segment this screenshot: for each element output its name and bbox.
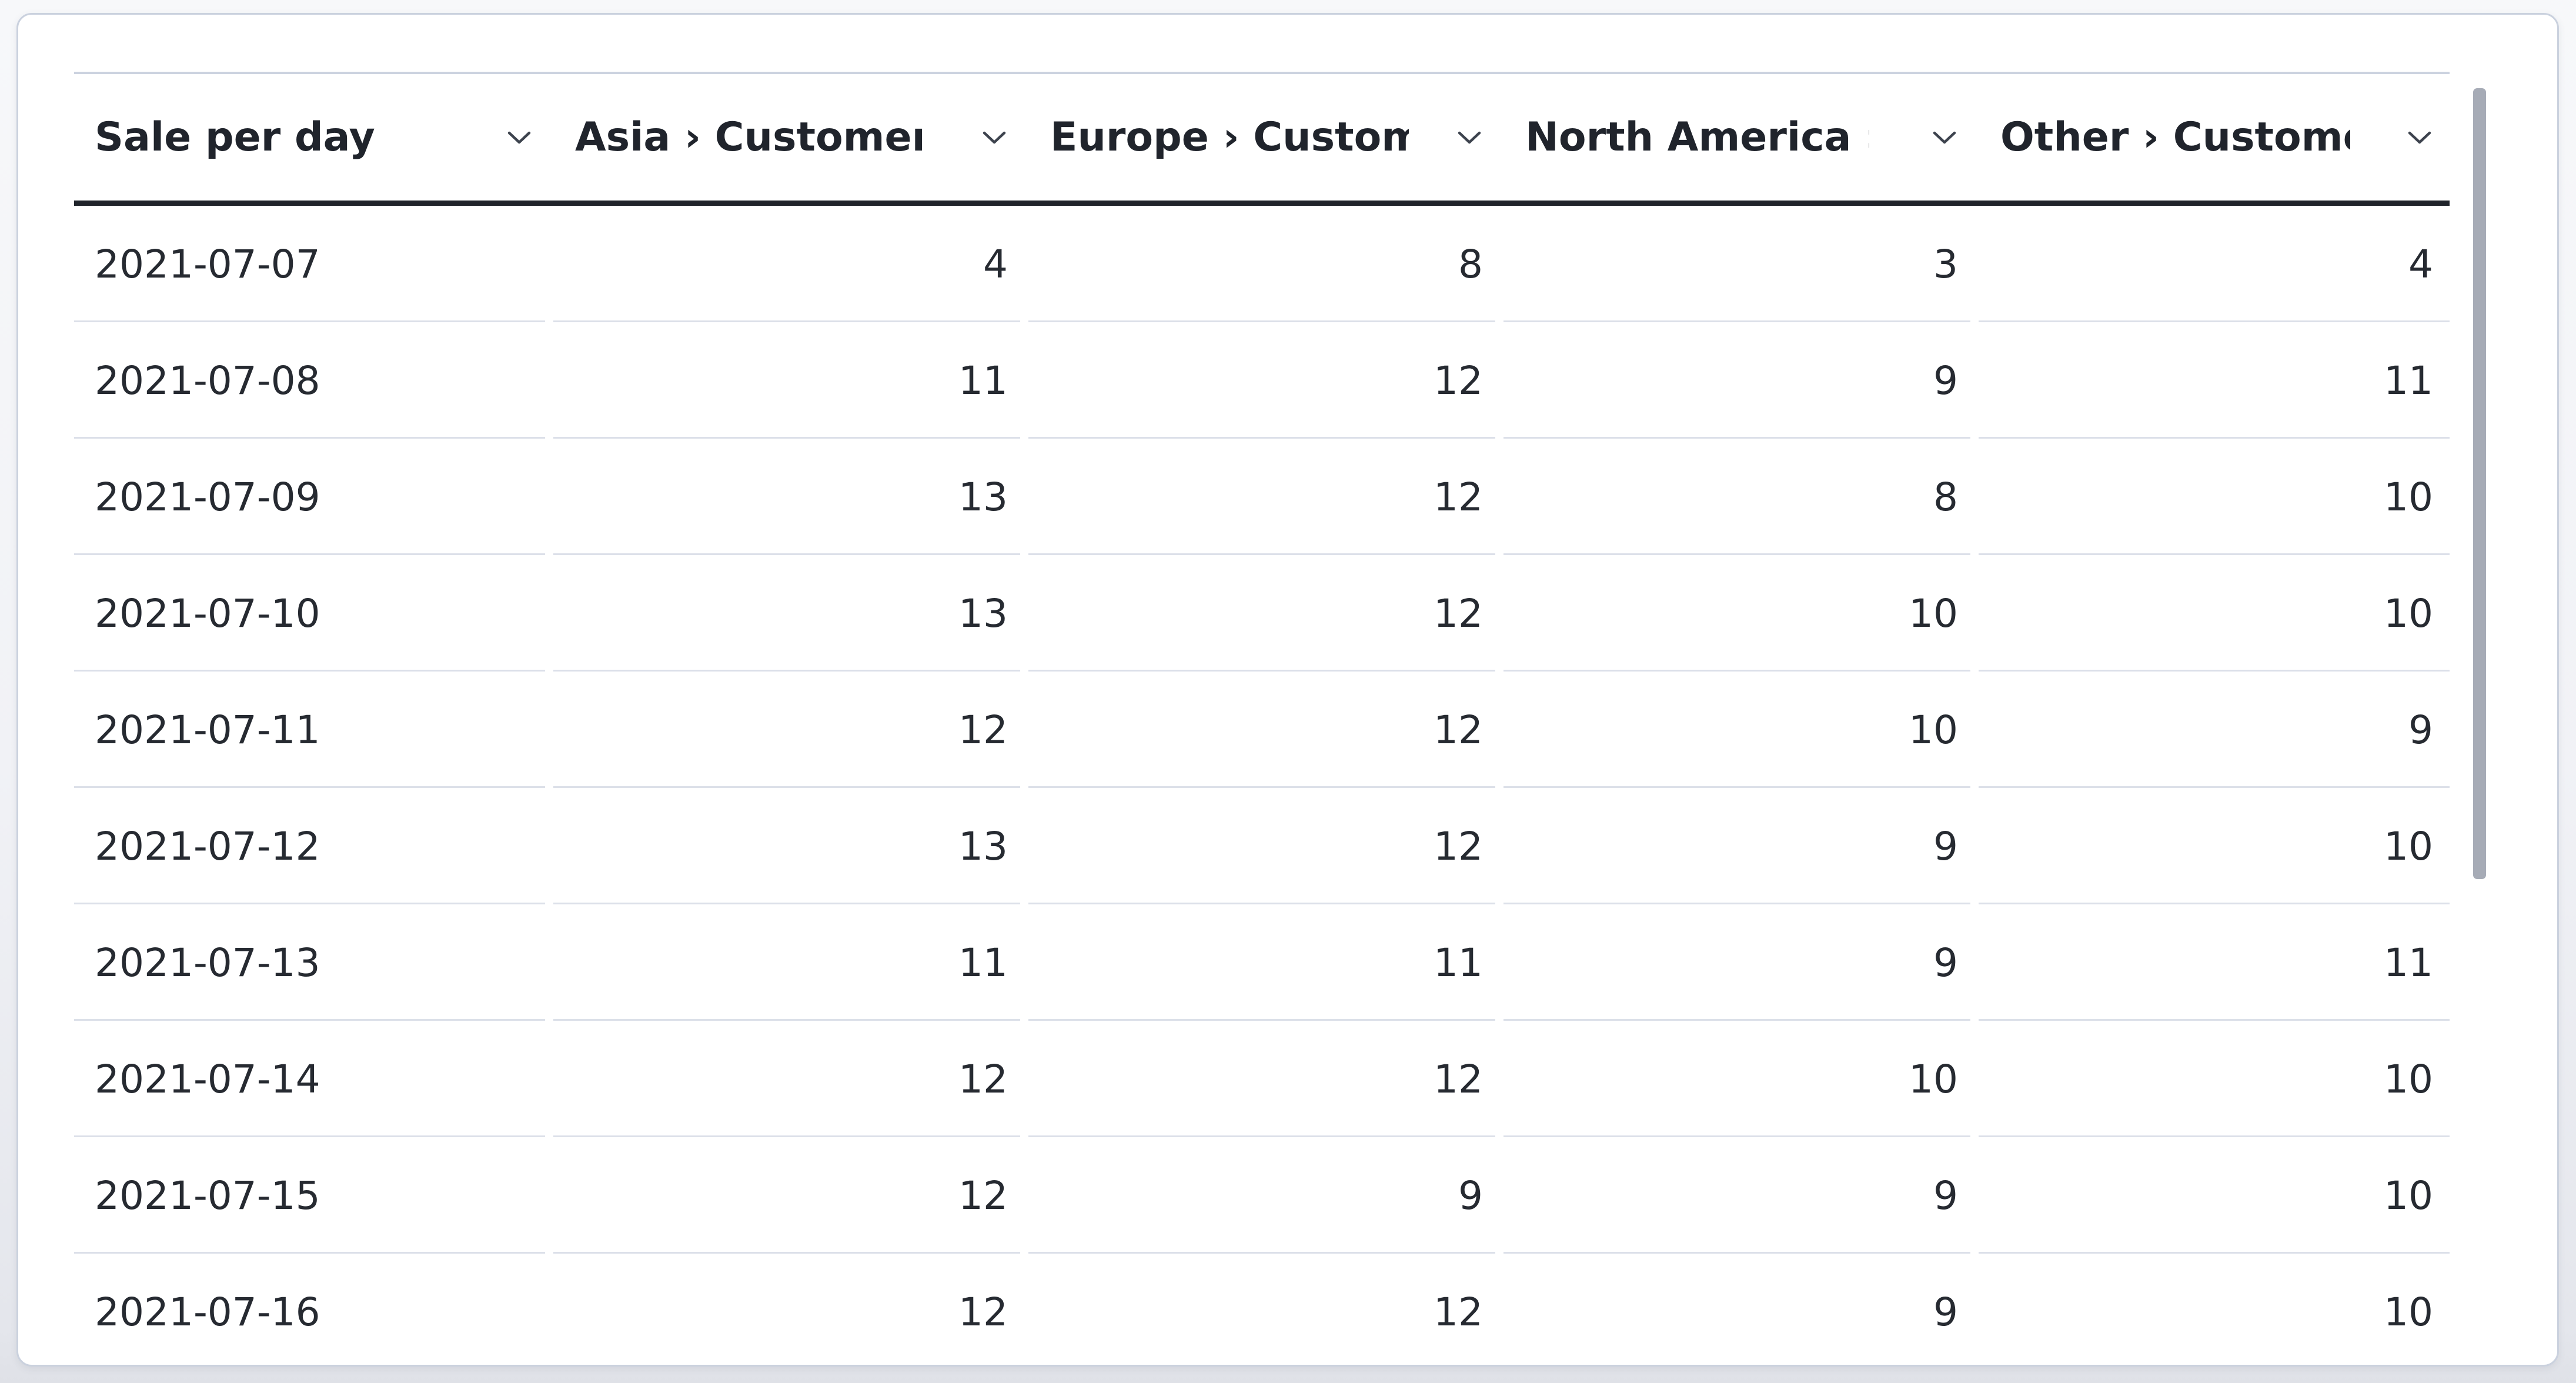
date-cell[interactable]: 2021-07-08 <box>74 322 549 439</box>
value-cell-north-america-customers[interactable]: 9 <box>1499 1137 1974 1254</box>
value-cell-other-customers[interactable]: 10 <box>1974 439 2450 555</box>
value-cell-north-america-customers[interactable]: 10 <box>1499 672 1974 788</box>
value-cell-europe-customers[interactable]: 8 <box>1024 206 1499 322</box>
table-row: 2021-07-08 11 12 9 11 <box>74 322 2450 439</box>
table-row: 2021-07-11 12 12 10 9 <box>74 672 2450 788</box>
header-underline <box>74 201 2450 206</box>
value-cell-asia-customers[interactable]: 11 <box>549 904 1024 1021</box>
value-cell-other-customers[interactable]: 4 <box>1974 206 2450 322</box>
value-cell-other-customers[interactable]: 10 <box>1974 555 2450 672</box>
table-row: 2021-07-07 4 8 3 4 <box>74 206 2450 322</box>
column-header-label: North America › Customers <box>1525 114 1869 161</box>
table-row: 2021-07-15 12 9 9 10 <box>74 1137 2450 1254</box>
chevron-down-icon <box>1457 130 1482 145</box>
column-header-label: Other › Customers <box>2000 114 2350 161</box>
value-cell-asia-customers[interactable]: 12 <box>549 672 1024 788</box>
chevron-down-icon <box>1932 130 1957 145</box>
value-cell-europe-customers[interactable]: 11 <box>1024 904 1499 1021</box>
table-card: Sale per day Asia › Customers Europe › Cus… <box>16 13 2559 1367</box>
table-header-row: Sale per day Asia › Customers Europe › Cus… <box>74 72 2450 201</box>
value-cell-asia-customers[interactable]: 12 <box>549 1137 1024 1254</box>
value-cell-north-america-customers[interactable]: 3 <box>1499 206 1974 322</box>
value-cell-europe-customers[interactable]: 12 <box>1024 672 1499 788</box>
chevron-down-icon <box>507 130 532 145</box>
table-row: 2021-07-16 12 12 9 10 <box>74 1254 2450 1365</box>
value-cell-europe-customers[interactable]: 12 <box>1024 1021 1499 1137</box>
value-cell-north-america-customers[interactable]: 9 <box>1499 322 1974 439</box>
chevron-down-icon <box>982 130 1007 145</box>
value-cell-europe-customers[interactable]: 12 <box>1024 788 1499 904</box>
value-cell-north-america-customers[interactable]: 9 <box>1499 1254 1974 1365</box>
column-header-label: Europe › Customers <box>1050 114 1409 161</box>
value-cell-asia-customers[interactable]: 13 <box>549 555 1024 672</box>
value-cell-other-customers[interactable]: 11 <box>1974 904 2450 1021</box>
table-row: 2021-07-12 13 12 9 10 <box>74 788 2450 904</box>
value-cell-europe-customers[interactable]: 12 <box>1024 439 1499 555</box>
value-cell-other-customers[interactable]: 10 <box>1974 1021 2450 1137</box>
value-cell-asia-customers[interactable]: 12 <box>549 1254 1024 1365</box>
date-cell[interactable]: 2021-07-16 <box>74 1254 549 1365</box>
value-cell-asia-customers[interactable]: 11 <box>549 322 1024 439</box>
column-header-north-america-customers[interactable]: North America › Customers <box>1499 74 1974 201</box>
value-cell-asia-customers[interactable]: 13 <box>549 439 1024 555</box>
column-header-label: Sale per day <box>95 114 375 161</box>
value-cell-asia-customers[interactable]: 13 <box>549 788 1024 904</box>
date-cell[interactable]: 2021-07-09 <box>74 439 549 555</box>
value-cell-asia-customers[interactable]: 4 <box>549 206 1024 322</box>
value-cell-north-america-customers[interactable]: 10 <box>1499 555 1974 672</box>
table-body: 2021-07-07 4 8 3 4 2021-07-08 11 12 9 11 2021-07-0… <box>74 206 2450 1365</box>
date-cell[interactable]: 2021-07-12 <box>74 788 549 904</box>
date-cell[interactable]: 2021-07-13 <box>74 904 549 1021</box>
value-cell-north-america-customers[interactable]: 9 <box>1499 904 1974 1021</box>
table-row: 2021-07-10 13 12 10 10 <box>74 555 2450 672</box>
column-header-sale-per-day[interactable]: Sale per day <box>74 74 549 201</box>
value-cell-other-customers[interactable]: 10 <box>1974 788 2450 904</box>
date-cell[interactable]: 2021-07-07 <box>74 206 549 322</box>
value-cell-other-customers[interactable]: 10 <box>1974 1137 2450 1254</box>
value-cell-north-america-customers[interactable]: 8 <box>1499 439 1974 555</box>
value-cell-asia-customers[interactable]: 12 <box>549 1021 1024 1137</box>
value-cell-europe-customers[interactable]: 12 <box>1024 1254 1499 1365</box>
chevron-down-icon <box>2407 130 2432 145</box>
value-cell-europe-customers[interactable]: 12 <box>1024 555 1499 672</box>
date-cell[interactable]: 2021-07-15 <box>74 1137 549 1254</box>
date-cell[interactable]: 2021-07-11 <box>74 672 549 788</box>
table-row: 2021-07-14 12 12 10 10 <box>74 1021 2450 1137</box>
date-cell[interactable]: 2021-07-14 <box>74 1021 549 1137</box>
column-header-asia-customers[interactable]: Asia › Customers <box>549 74 1024 201</box>
table-row: 2021-07-13 11 11 9 11 <box>74 904 2450 1021</box>
column-header-label: Asia › Customers <box>575 114 922 161</box>
column-header-other-customers[interactable]: Other › Customers <box>1974 74 2450 201</box>
vertical-scrollbar[interactable] <box>2473 15 2486 1361</box>
column-header-europe-customers[interactable]: Europe › Customers <box>1024 74 1499 201</box>
value-cell-other-customers[interactable]: 9 <box>1974 672 2450 788</box>
value-cell-europe-customers[interactable]: 12 <box>1024 322 1499 439</box>
value-cell-north-america-customers[interactable]: 9 <box>1499 788 1974 904</box>
sales-table: Sale per day Asia › Customers Europe › Cus… <box>74 72 2450 1365</box>
value-cell-north-america-customers[interactable]: 10 <box>1499 1021 1974 1137</box>
table-row: 2021-07-09 13 12 8 10 <box>74 439 2450 555</box>
value-cell-europe-customers[interactable]: 9 <box>1024 1137 1499 1254</box>
value-cell-other-customers[interactable]: 10 <box>1974 1254 2450 1365</box>
value-cell-other-customers[interactable]: 11 <box>1974 322 2450 439</box>
scrollbar-thumb[interactable] <box>2473 88 2486 879</box>
date-cell[interactable]: 2021-07-10 <box>74 555 549 672</box>
